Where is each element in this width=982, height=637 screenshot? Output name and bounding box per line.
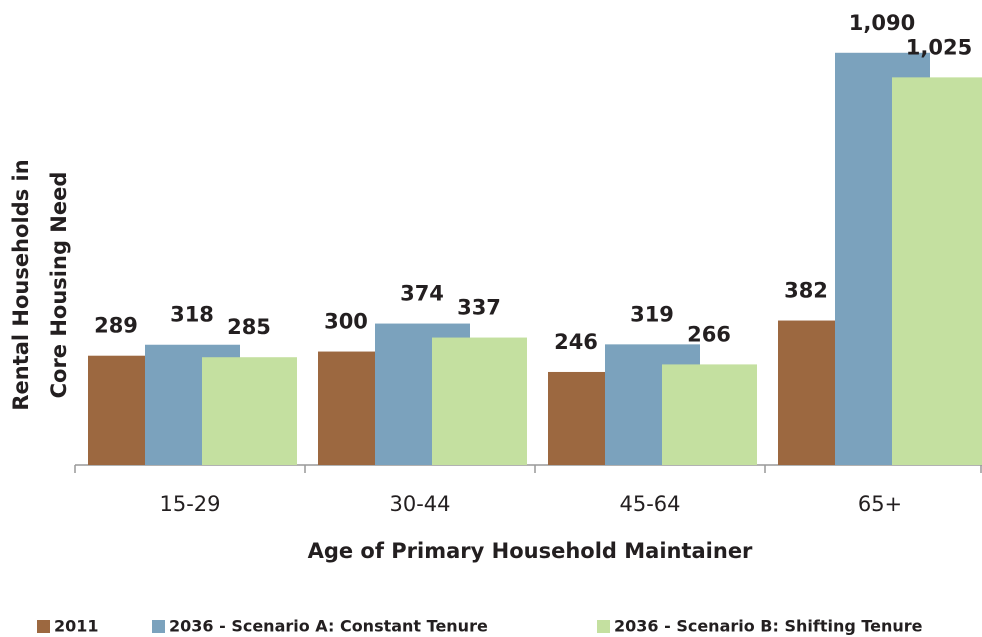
bar — [432, 337, 527, 465]
x-axis-title: Age of Primary Household Maintainer — [308, 539, 753, 563]
legend-label: 2011 — [54, 617, 99, 636]
bar — [662, 364, 757, 465]
y-axis-title: Core Housing Need — [47, 172, 71, 399]
value-label: 1,090 — [849, 11, 915, 35]
legend-label: 2036 - Scenario A: Constant Tenure — [169, 617, 488, 636]
value-label: 266 — [687, 322, 731, 346]
legend-swatch — [597, 620, 610, 633]
x-tick-label: 30-44 — [389, 492, 450, 516]
value-label: 319 — [630, 302, 674, 326]
value-label: 300 — [324, 310, 368, 334]
value-label: 246 — [554, 330, 598, 354]
value-label: 382 — [784, 279, 828, 303]
bar — [892, 77, 982, 465]
value-label: 337 — [457, 296, 501, 320]
value-label: 289 — [94, 314, 138, 338]
x-tick-label: 65+ — [858, 492, 902, 516]
value-label: 318 — [170, 303, 214, 327]
value-label: 285 — [227, 315, 271, 339]
x-tick-label: 15-29 — [159, 492, 220, 516]
value-label: 374 — [400, 282, 444, 306]
legend-swatch — [37, 620, 50, 633]
y-axis-title: Rental Households in — [9, 159, 33, 410]
value-label: 1,025 — [906, 35, 972, 59]
legend-swatch — [152, 620, 165, 633]
bar — [202, 357, 297, 465]
legend-label: 2036 - Scenario B: Shifting Tenure — [614, 617, 923, 636]
x-tick-label: 45-64 — [619, 492, 680, 516]
